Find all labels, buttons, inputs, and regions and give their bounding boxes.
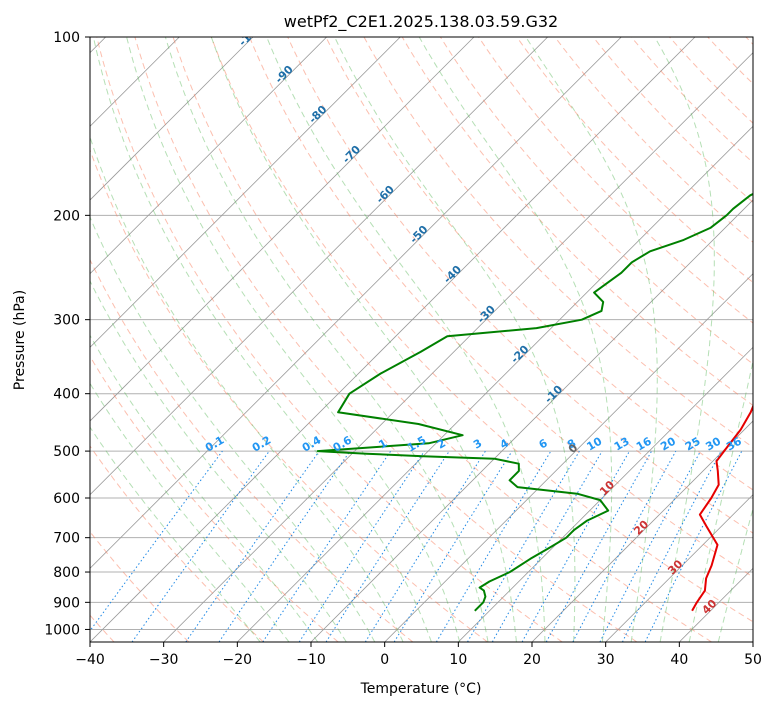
mixing-ratio-line — [131, 450, 270, 642]
dry-adiabat-line — [134, 37, 638, 642]
x-tick-label: 30 — [597, 652, 615, 668]
mixing-ratio-line — [572, 450, 677, 642]
grid-layer — [90, 37, 753, 642]
isotherm-line — [90, 37, 548, 496]
moist-adiabat-line — [418, 37, 613, 642]
mixing-ratio-line — [185, 450, 320, 642]
dry-adiabat-line — [172, 37, 712, 642]
moist-adiabat-line — [525, 37, 658, 642]
mixing-ratio-line — [393, 450, 513, 642]
y-tick-label: 100 — [53, 30, 80, 46]
isotherm-line — [90, 37, 622, 569]
mixing-ratio-line — [325, 450, 450, 642]
x-tick-label: 10 — [449, 652, 467, 668]
dry-adiabat-line — [90, 355, 339, 642]
moist-adiabat-line — [92, 37, 432, 642]
dry-adiabat-line — [96, 37, 563, 642]
y-tick-label: 900 — [53, 595, 80, 611]
moist-adiabat-line — [90, 215, 376, 642]
dry-adiabat-line — [210, 37, 753, 623]
series-layer — [316, 192, 753, 612]
moist-adiabat-line — [334, 37, 576, 642]
moist-adiabat-line — [126, 37, 461, 642]
mixing-ratio-line — [262, 450, 392, 642]
mixing-ratio-line — [644, 450, 743, 642]
moist-adiabat-line — [90, 382, 290, 642]
y-tick-label: 600 — [53, 491, 80, 507]
dry-adiabat-line — [90, 445, 264, 642]
moist-adiabat-line — [210, 37, 517, 642]
mixing-ratio-line — [218, 450, 351, 642]
x-tick-label: −10 — [296, 652, 326, 668]
isotherm-line — [90, 37, 254, 201]
isotherm-line — [310, 199, 753, 642]
y-tick-label: 200 — [53, 208, 80, 224]
mixing-ratio-line — [90, 450, 223, 632]
x-tick-label: 20 — [523, 652, 541, 668]
y-tick-label: 1000 — [44, 622, 80, 638]
x-tick-label: 50 — [744, 652, 762, 668]
mixing-ratio-line — [545, 450, 653, 642]
isotherm-line — [90, 37, 475, 422]
x-tick-label: −30 — [149, 652, 179, 668]
mixing-ratio-line — [521, 450, 630, 642]
temperature-profile-line — [691, 403, 753, 612]
dry-adiabat-line — [287, 37, 753, 534]
x-tick-label: 40 — [670, 652, 688, 668]
mixing-ratio-line — [298, 450, 425, 642]
moist-adiabat-line — [164, 37, 489, 642]
plot-frame — [89, 36, 754, 643]
chart-title: wetPf2_C2E1.2025.138.03.59.G32 — [284, 12, 558, 32]
y-tick-label: 400 — [53, 387, 80, 403]
isotherm-line — [531, 420, 753, 642]
x-tick-label: −20 — [223, 652, 253, 668]
moist-adiabat-line — [654, 37, 715, 642]
moist-adiabat-line — [90, 334, 319, 642]
dry-adiabat-line — [325, 37, 753, 491]
y-tick-label: 700 — [53, 531, 80, 547]
dry-adiabat-line — [516, 37, 753, 284]
dewpoint-profile-line — [316, 192, 753, 612]
isotherm-line — [384, 273, 753, 642]
moist-adiabat-line — [717, 506, 753, 642]
moist-adiabat-line — [90, 426, 261, 642]
y-axis-label: Pressure (hPa) — [12, 290, 28, 390]
dry-adiabat-line — [249, 37, 753, 578]
x-axis-label: Temperature (°C) — [360, 681, 482, 697]
axis-layer: −40 −30 −20 −10 0 10 20 30 40 50 100 200 300 400 500 60… — [44, 30, 762, 668]
isotherm-line — [605, 494, 753, 642]
isopleth-value-label: -100 — [236, 20, 265, 49]
y-tick-label: 300 — [53, 313, 80, 329]
x-tick-label: −40 — [75, 652, 105, 668]
x-tick-label: 0 — [380, 652, 389, 668]
y-tick-label: 800 — [53, 565, 80, 581]
moist-adiabat-line — [266, 37, 546, 642]
isotherm-line — [163, 52, 753, 642]
moist-adiabat-line — [90, 135, 404, 642]
dry-adiabat-line — [90, 258, 414, 642]
isotherm-line — [90, 37, 327, 275]
isotherm-line — [90, 37, 696, 642]
isotherm-line — [237, 125, 753, 642]
y-tick-label: 500 — [53, 444, 80, 460]
